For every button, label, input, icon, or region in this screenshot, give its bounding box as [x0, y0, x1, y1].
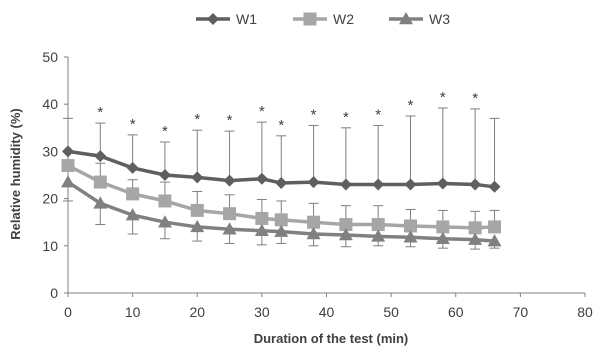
- y-tick-label: 30: [42, 143, 58, 159]
- data-point-w2: [93, 175, 107, 189]
- data-point-w2: [307, 215, 321, 229]
- x-tick-label: 0: [64, 304, 72, 320]
- significance-star: *: [278, 117, 284, 134]
- x-tick-label: 20: [189, 304, 205, 320]
- data-point-w3: [403, 230, 418, 243]
- legend-label: W1: [236, 11, 257, 27]
- legend-item-w3: W3: [389, 11, 450, 27]
- axes: [67, 57, 585, 294]
- y-tick-label: 10: [42, 238, 58, 254]
- data-point-w1: [158, 169, 171, 181]
- series-w3: [61, 175, 502, 247]
- significance-star: *: [259, 103, 265, 120]
- legend-marker: [303, 12, 317, 26]
- data-point-w1: [94, 150, 107, 163]
- data-point-w2: [488, 220, 502, 234]
- data-point-w3: [254, 223, 269, 236]
- significance-star: *: [162, 123, 168, 140]
- data-point-w2: [371, 218, 385, 232]
- data-point-w3: [125, 208, 140, 221]
- data-point-w2: [404, 219, 418, 233]
- y-tick-label: 0: [50, 285, 58, 301]
- significance-star: *: [194, 111, 200, 128]
- data-point-w3: [306, 227, 321, 240]
- x-tick-label: 60: [448, 304, 464, 320]
- series-w1: [62, 145, 501, 193]
- data-point-w1: [404, 178, 417, 191]
- significance-star: *: [472, 90, 478, 107]
- data-point-w2: [190, 203, 204, 217]
- y-axis-title: Relative humidity (%): [8, 108, 23, 239]
- significance-star: *: [311, 106, 317, 123]
- significance-star: *: [227, 112, 233, 129]
- data-point-w2: [339, 218, 353, 232]
- data-point-w1: [307, 176, 320, 189]
- significance-star: *: [440, 89, 446, 106]
- significance-star: *: [375, 106, 381, 123]
- significance-markers: * * * * * * * * * * * * *: [97, 89, 478, 140]
- series-w2: [61, 159, 502, 235]
- x-tick-labels: 0 10 20 30 40 50 60 70 80: [64, 293, 593, 320]
- x-tick-label: 40: [319, 304, 335, 320]
- data-point-w3: [371, 229, 386, 242]
- data-point-w1: [126, 161, 139, 174]
- legend: W1 W2 W3: [196, 11, 450, 27]
- legend-label: W3: [429, 11, 450, 27]
- data-point-w2: [274, 213, 288, 227]
- data-point-w2: [126, 187, 140, 201]
- y-tick-label: 50: [42, 49, 58, 65]
- x-tick-label: 50: [383, 304, 399, 320]
- data-point-w1: [275, 177, 288, 190]
- y-tick-label: 40: [42, 96, 58, 112]
- data-point-w1: [191, 171, 204, 184]
- data-point-w3: [190, 219, 205, 233]
- y-tick-labels: 0 10 20 30 40 50: [42, 49, 68, 301]
- x-tick-label: 30: [254, 304, 270, 320]
- data-point-w2: [61, 159, 75, 173]
- data-point-w3: [157, 215, 172, 228]
- x-tick-label: 80: [577, 304, 593, 320]
- data-point-w2: [436, 220, 450, 234]
- legend-item-w1: W1: [196, 11, 257, 27]
- data-point-w2: [468, 221, 482, 235]
- significance-star: *: [408, 97, 414, 114]
- data-point-w1: [372, 178, 385, 191]
- data-point-w1: [436, 177, 449, 190]
- data-point-w3: [61, 175, 75, 188]
- significance-star: *: [97, 104, 103, 121]
- x-tick-label: 10: [125, 304, 141, 320]
- data-point-w2: [255, 211, 269, 225]
- y-tick-label: 20: [42, 191, 58, 207]
- data-point-w3: [93, 196, 108, 209]
- data-point-w3: [338, 227, 353, 241]
- data-point-w3: [222, 222, 237, 235]
- data-point-w2: [158, 194, 172, 208]
- data-point-w1: [469, 178, 482, 191]
- series-group: [61, 145, 502, 247]
- significance-star: *: [130, 116, 136, 133]
- legend-marker: [399, 12, 413, 25]
- legend-item-w2: W2: [293, 11, 354, 27]
- data-point-w3: [468, 232, 483, 245]
- data-point-w1: [339, 178, 352, 191]
- data-point-w1: [488, 180, 501, 193]
- data-point-w1: [223, 174, 236, 187]
- x-tick-label: 70: [513, 304, 529, 320]
- data-point-w1: [62, 145, 74, 158]
- legend-label: W2: [333, 11, 354, 27]
- data-point-w3: [274, 224, 289, 237]
- legend-marker: [207, 13, 219, 25]
- data-point-w2: [223, 207, 237, 221]
- significance-star: *: [343, 109, 349, 126]
- x-axis-title: Duration of the test (min): [254, 331, 409, 346]
- data-point-w3: [487, 234, 502, 247]
- data-point-w1: [255, 172, 268, 185]
- data-point-w3: [435, 231, 450, 244]
